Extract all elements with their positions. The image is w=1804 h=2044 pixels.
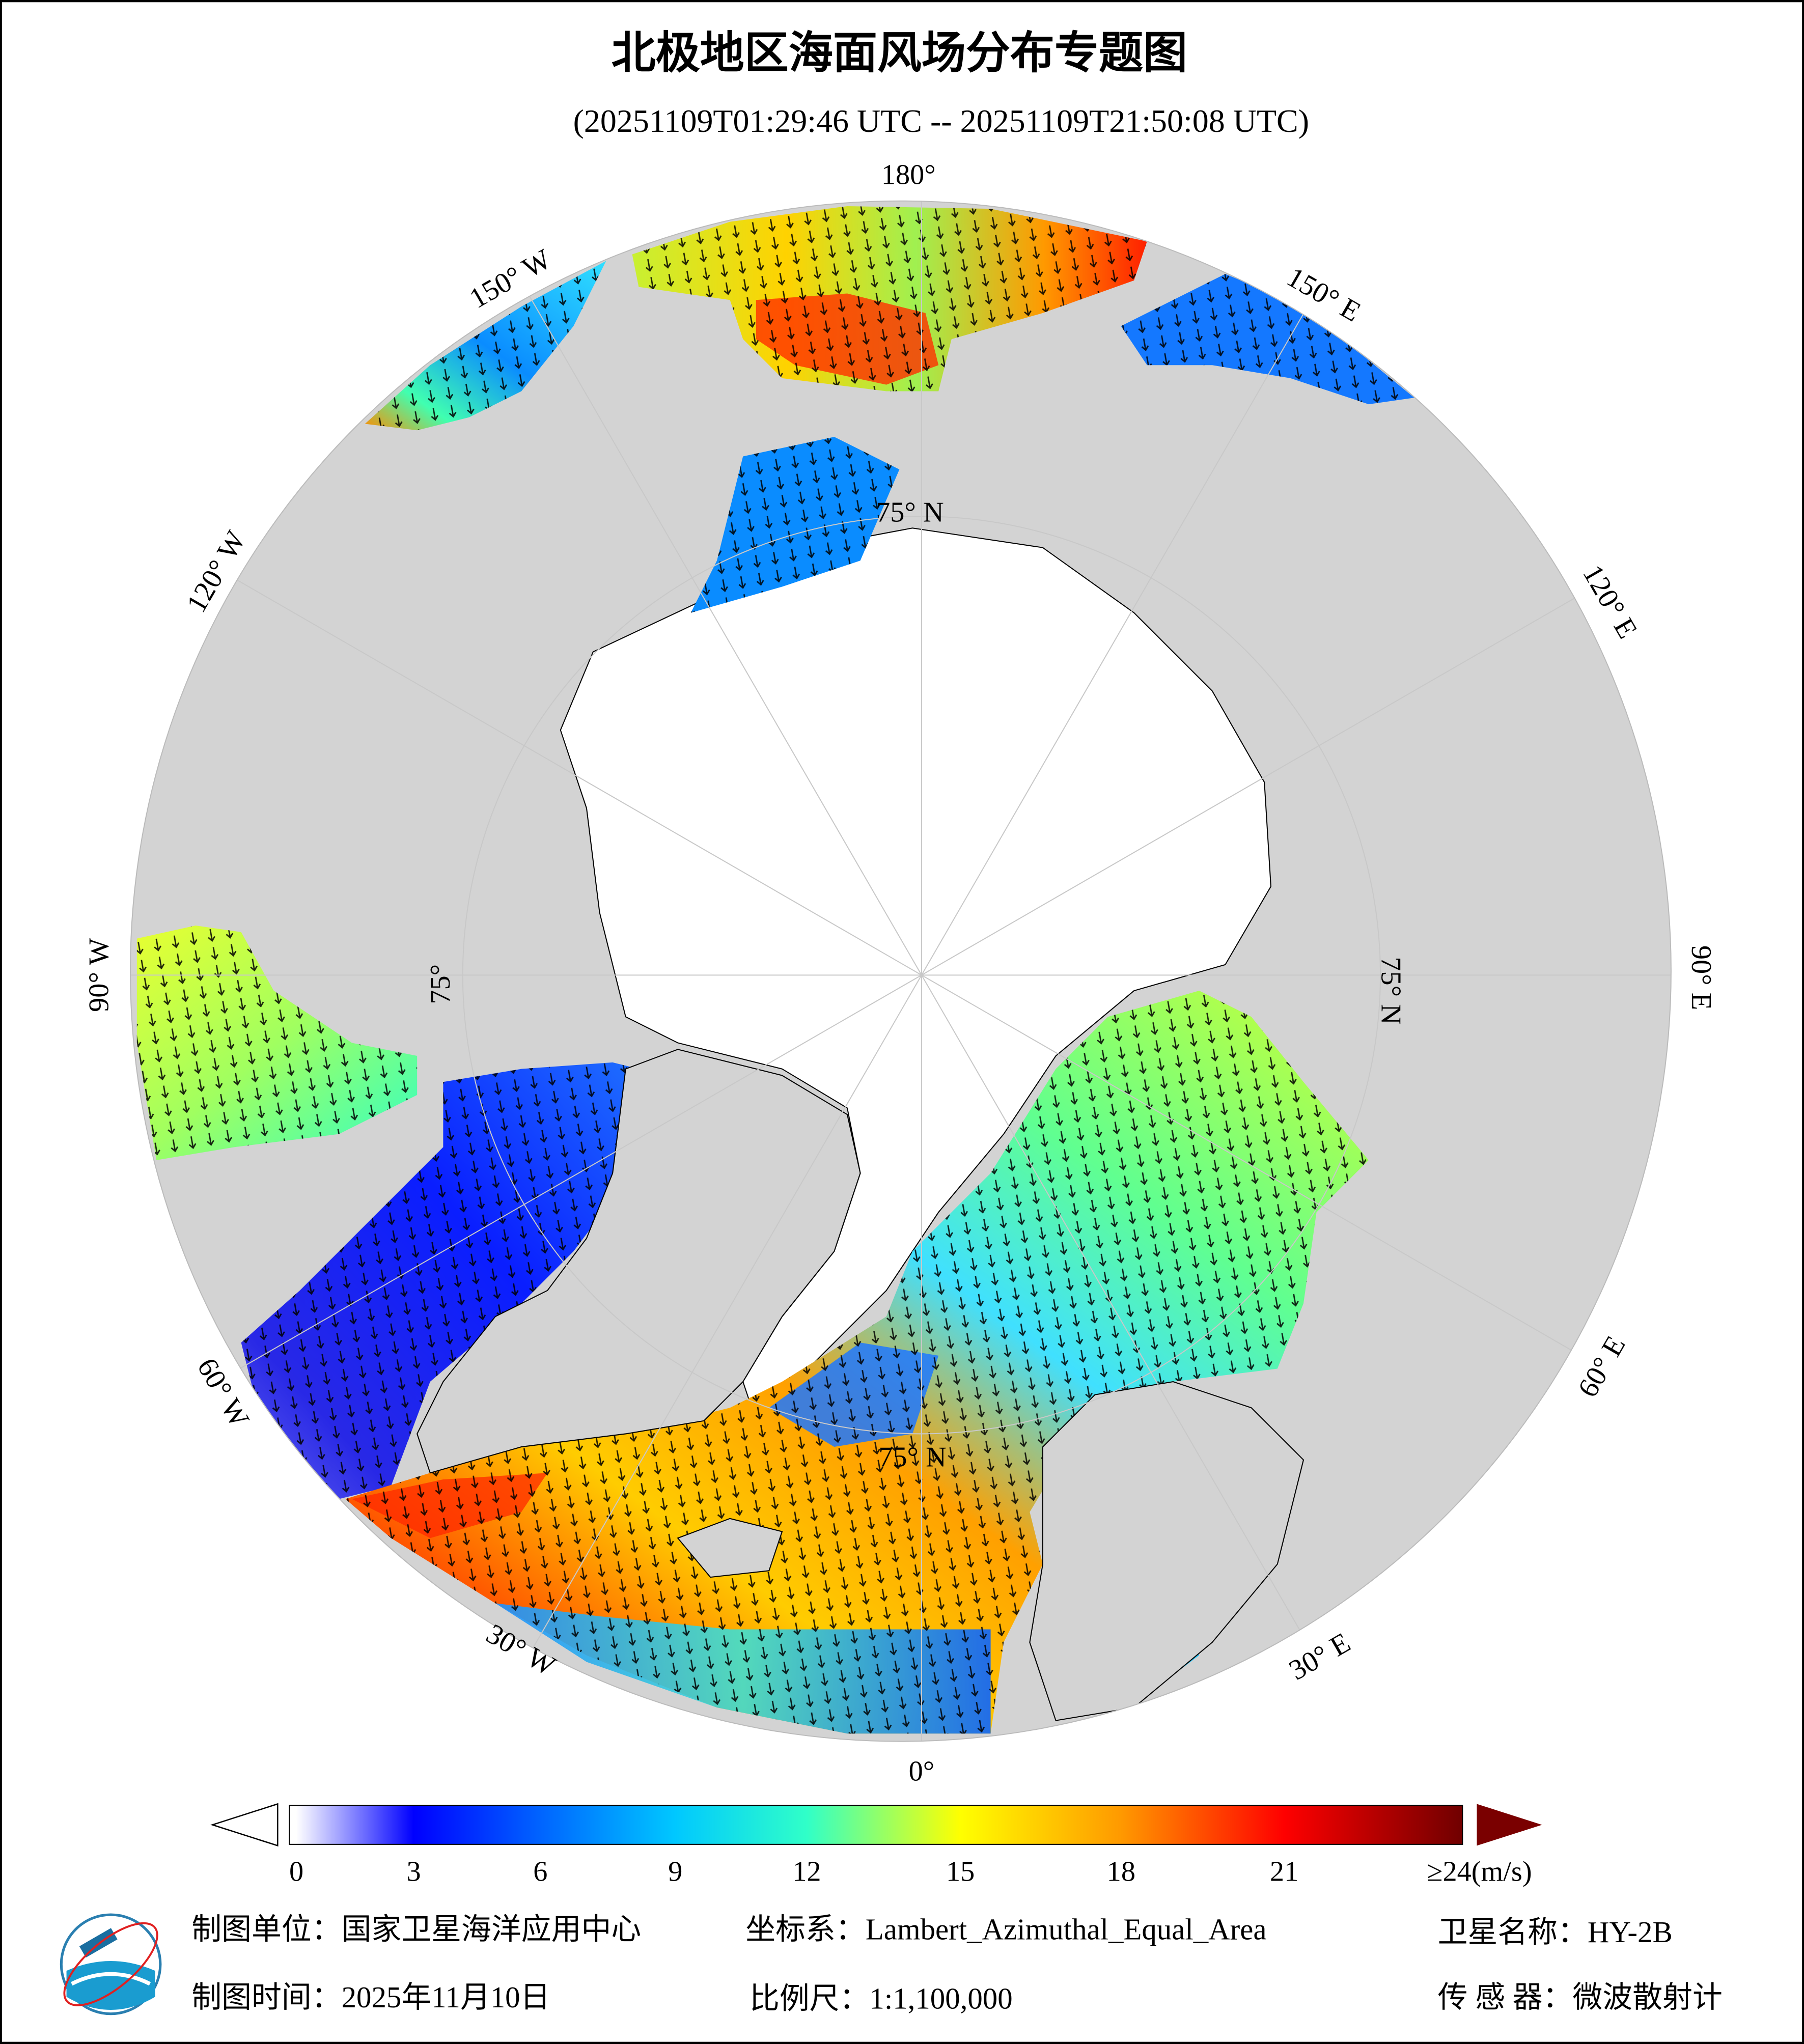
latitude-labels: 75° N 75° N 75° N 75° (425, 496, 1406, 1473)
sea-ice-region (560, 527, 1272, 1422)
lon-label-90w: 90° W (83, 938, 115, 1012)
colorbar-tick-label: 6 (533, 1856, 547, 1888)
coordinate-system: 坐标系：Lambert_Azimuthal_Equal_Area (745, 1913, 1266, 1946)
colorbar-tick-label: 12 (792, 1856, 821, 1888)
scandinavia (1029, 1381, 1305, 1721)
footer: 制图单位：国家卫星海洋应用中心 坐标系：Lambert_Azimuthal_Eq… (60, 1913, 1723, 2015)
production-date: 制图时间：2025年11月10日 (191, 1981, 550, 2014)
lat-label-bottom: 75° N (878, 1441, 947, 1473)
meridian-line (921, 974, 1326, 1675)
meridian-line (921, 974, 1622, 1380)
lat-label-right: 75° N (1375, 957, 1407, 1025)
map-boundary (129, 200, 1672, 1742)
meridian-line (517, 974, 922, 1675)
colorbar-under-triangle (210, 1803, 279, 1847)
meridian-line (517, 275, 922, 975)
greenland (417, 1049, 861, 1474)
meridian-line (921, 275, 1326, 975)
wind-vector-arrows (136, 206, 1414, 1734)
producer-unit: 制图单位：国家卫星海洋应用中心 (191, 1913, 641, 1946)
satellite-name: 卫星名称：HY-2B (1438, 1916, 1673, 1949)
map-title: 北极地区海面风场分布专题图 (612, 27, 1187, 79)
lon-label-90e: 90° E (1685, 945, 1717, 1010)
lon-label-0: 0° (909, 1755, 935, 1787)
colorbar: 0 3 6 9 12 15 18 21 ≥24(m/s) (210, 1803, 1542, 1888)
sensor: 传 感 器：微波散射计 (1438, 1981, 1723, 2014)
colorbar-tick-label: 21 (1270, 1856, 1298, 1888)
colorbar-tick-label: 18 (1107, 1856, 1135, 1888)
iceland (677, 1518, 783, 1578)
lon-label-180: 180° (881, 159, 936, 190)
colorbar-bar (289, 1805, 1463, 1845)
polar-map[interactable] (114, 167, 1730, 1783)
colorbar-over-triangle (1477, 1804, 1542, 1846)
graticule (130, 201, 1671, 1742)
meridian-line (221, 974, 922, 1380)
lat-label-top: 75° N (876, 496, 944, 528)
meridian-line (921, 570, 1622, 976)
colorbar-tick-label: 3 (406, 1856, 421, 1888)
meridian-line (221, 570, 922, 976)
time-range: (20251109T01:29:46 UTC -- 20251109T21:50… (573, 103, 1309, 139)
colorbar-tick-label: ≥24(m/s) (1427, 1856, 1532, 1888)
map-scale: 比例尺：1:1,100,000 (750, 1982, 1013, 2015)
colorbar-tick-label: 15 (946, 1856, 975, 1888)
colorbar-tick-label: 9 (668, 1856, 682, 1888)
lat-label-left: 75° (425, 964, 456, 1004)
colorbar-tick-label: 0 (289, 1856, 303, 1888)
logo (60, 1913, 162, 2015)
